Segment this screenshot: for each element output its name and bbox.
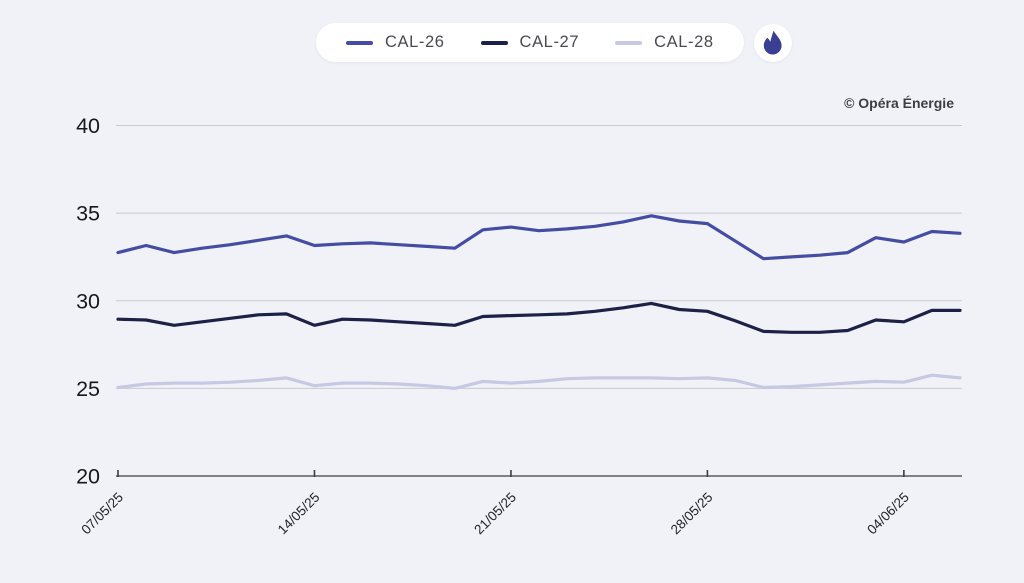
- legend-label-cal-27: CAL-27: [519, 33, 580, 51]
- series-line-cal-26: [116, 214, 962, 261]
- series-line-cal-28: [116, 373, 962, 390]
- legend-item-cal-27[interactable]: CAL-27: [480, 33, 580, 52]
- legend-swatch-cal-28: [615, 40, 643, 45]
- x-axis-tick-label: 14/05/25: [275, 490, 323, 538]
- y-axis-tick-label: 20: [76, 465, 100, 489]
- legend-item-cal-26[interactable]: CAL-26: [346, 33, 445, 52]
- legend-pill: CAL-26 CAL-27 CAL-28: [316, 23, 744, 62]
- gas-badge[interactable]: [753, 23, 792, 62]
- legend: CAL-26 CAL-27 CAL-28: [316, 23, 792, 62]
- gas-flame-icon: [763, 30, 782, 54]
- copyright-credit: © Opéra Énergie: [844, 95, 954, 111]
- x-axis-tick-label: 28/05/25: [668, 490, 716, 538]
- legend-item-cal-28[interactable]: CAL-28: [615, 33, 714, 52]
- gas-flame-shape: [763, 30, 782, 54]
- y-axis-tick-label: 35: [76, 202, 100, 226]
- legend-swatch-cal-27: [480, 40, 508, 45]
- legend-swatch-cal-26: [346, 40, 373, 45]
- legend-label-cal-28: CAL-28: [654, 33, 714, 51]
- x-axis-tick-label: 21/05/25: [471, 490, 519, 538]
- x-axis-tick-label: 04/06/25: [864, 490, 912, 538]
- y-axis-tick-label: 30: [76, 289, 100, 313]
- y-axis-tick-label: 40: [76, 114, 100, 138]
- y-axis-tick-label: 25: [76, 377, 100, 401]
- series-line-cal-27: [116, 301, 962, 334]
- legend-label-cal-26: CAL-26: [385, 33, 445, 51]
- x-axis-tick-label: 07/05/25: [78, 490, 126, 538]
